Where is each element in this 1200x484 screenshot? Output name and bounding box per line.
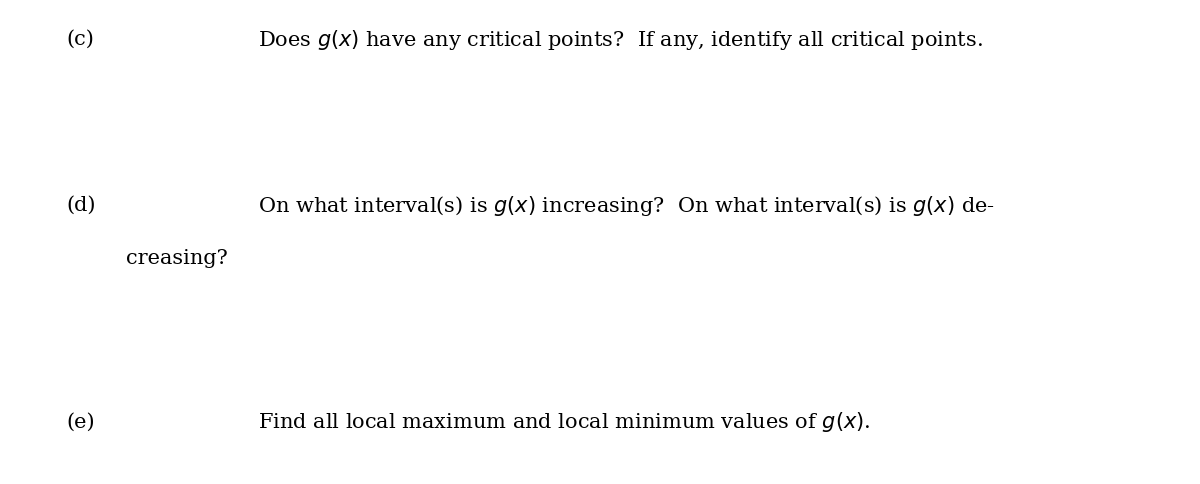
Text: Does $g(x)$ have any critical points?  If any, identify all critical points.: Does $g(x)$ have any critical points? If… [258,28,983,52]
Text: creasing?: creasing? [126,249,228,269]
Text: Find all local maximum and local minimum values of $g(x)$.: Find all local maximum and local minimum… [258,410,870,434]
Text: On what interval(s) is $g(x)$ increasing?  On what interval(s) is $g(x)$ de-: On what interval(s) is $g(x)$ increasing… [258,194,995,218]
Text: (e): (e) [66,412,95,432]
Text: (c): (c) [66,30,94,49]
Text: (d): (d) [66,196,96,215]
